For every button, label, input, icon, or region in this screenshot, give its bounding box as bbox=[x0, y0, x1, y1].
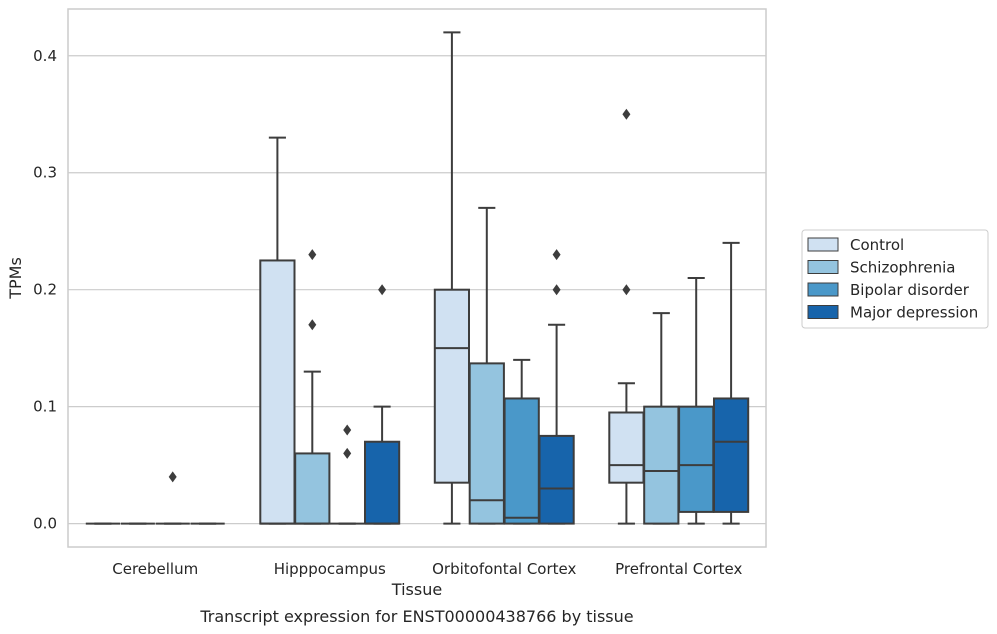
box-body bbox=[294, 452, 331, 525]
box-plot bbox=[678, 277, 715, 525]
box-body bbox=[363, 440, 401, 525]
y-tick-label: 0.4 bbox=[33, 47, 57, 65]
outlier-point bbox=[552, 249, 561, 261]
outlier-point bbox=[622, 108, 631, 120]
box-plot bbox=[294, 249, 331, 525]
box-plot bbox=[259, 136, 296, 525]
outlier-point bbox=[343, 447, 352, 459]
box-plot bbox=[433, 31, 471, 525]
legend-swatch bbox=[807, 260, 839, 274]
box-plot bbox=[468, 206, 505, 525]
box-body bbox=[608, 411, 645, 484]
x-tick-label: Prefrontal Cortex bbox=[615, 560, 742, 578]
box-body bbox=[712, 397, 750, 513]
x-tick-labels: Cerebellum Hipppocampus Orbitofontal Corte… bbox=[112, 560, 742, 578]
legend-label: Major depression bbox=[850, 304, 978, 322]
box-plot bbox=[363, 284, 401, 525]
box-plot bbox=[712, 241, 750, 525]
box-plot bbox=[608, 108, 645, 525]
box-plot bbox=[330, 424, 365, 525]
outlier-point bbox=[168, 471, 177, 483]
outlier-point bbox=[343, 424, 352, 436]
y-tick-labels: 0.0 0.1 0.2 0.3 0.4 bbox=[33, 47, 57, 533]
box-plot bbox=[643, 312, 680, 525]
box-plot bbox=[538, 249, 575, 525]
outlier-point bbox=[552, 284, 561, 296]
legend-swatch bbox=[807, 237, 839, 252]
legend: Control Schizophrenia Bipolar disorder Majo… bbox=[801, 229, 989, 329]
y-tick-label: 0.1 bbox=[33, 398, 57, 416]
legend-label: Control bbox=[850, 236, 904, 254]
plot-frame bbox=[67, 8, 767, 548]
outlier-point bbox=[622, 284, 631, 296]
legend-swatch bbox=[807, 305, 839, 319]
box-body bbox=[468, 362, 505, 525]
outlier-point bbox=[308, 249, 317, 261]
box-plots bbox=[85, 31, 750, 525]
y-tick-label: 0.2 bbox=[33, 281, 57, 299]
x-axis-title: Tissue bbox=[391, 580, 442, 599]
outlier-point bbox=[378, 284, 387, 296]
box-plot bbox=[503, 358, 540, 525]
y-tick-label: 0.3 bbox=[33, 164, 57, 182]
legend-label: Schizophrenia bbox=[850, 259, 955, 277]
legend-frame bbox=[801, 229, 989, 329]
y-axis-title: TPMs bbox=[6, 257, 25, 300]
x-tick-label: Orbitofontal Cortex bbox=[432, 560, 576, 578]
y-tick-label: 0.0 bbox=[33, 515, 57, 533]
outlier-point bbox=[308, 319, 317, 331]
legend-swatch bbox=[807, 282, 839, 297]
box-body bbox=[643, 405, 680, 525]
box-body bbox=[538, 434, 575, 525]
box-body bbox=[433, 288, 471, 484]
box-body bbox=[678, 405, 715, 513]
legend-label: Bipolar disorder bbox=[850, 281, 970, 299]
box-body bbox=[503, 397, 540, 525]
box-body bbox=[259, 259, 296, 525]
box-plot bbox=[155, 471, 190, 525]
x-tick-label: Hipppocampus bbox=[274, 560, 386, 578]
chart-caption: Transcript expression for ENST0000043876… bbox=[199, 607, 633, 626]
x-tick-label: Cerebellum bbox=[112, 560, 198, 578]
